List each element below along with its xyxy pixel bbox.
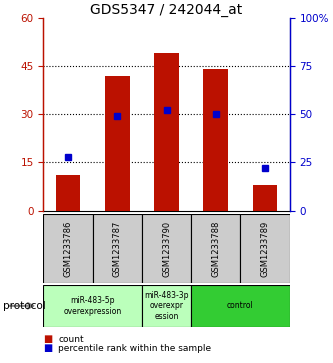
Bar: [142, 214, 191, 283]
Text: protocol: protocol: [3, 301, 46, 311]
Bar: [253, 185, 277, 211]
Bar: [240, 214, 290, 283]
Bar: [105, 76, 130, 211]
Text: GSM1233790: GSM1233790: [162, 221, 171, 277]
Text: GSM1233789: GSM1233789: [260, 221, 270, 277]
Bar: [56, 175, 80, 211]
Text: miR-483-5p
overexpression: miR-483-5p overexpression: [64, 296, 122, 315]
Bar: [154, 53, 179, 211]
Text: GSM1233786: GSM1233786: [63, 220, 73, 277]
Bar: [93, 214, 142, 283]
Bar: [191, 214, 240, 283]
Bar: [203, 69, 228, 211]
Text: control: control: [227, 301, 254, 310]
Bar: [43, 214, 93, 283]
Bar: [43, 285, 142, 327]
Text: miR-483-3p
overexpr
ession: miR-483-3p overexpr ession: [144, 291, 189, 321]
Text: count: count: [58, 335, 84, 344]
Bar: [142, 285, 191, 327]
Text: ■: ■: [43, 343, 53, 354]
Text: ■: ■: [43, 334, 53, 344]
Title: GDS5347 / 242044_at: GDS5347 / 242044_at: [90, 3, 243, 17]
Text: percentile rank within the sample: percentile rank within the sample: [58, 344, 211, 353]
Bar: [191, 285, 290, 327]
Text: GSM1233787: GSM1233787: [113, 220, 122, 277]
Text: GSM1233788: GSM1233788: [211, 220, 220, 277]
